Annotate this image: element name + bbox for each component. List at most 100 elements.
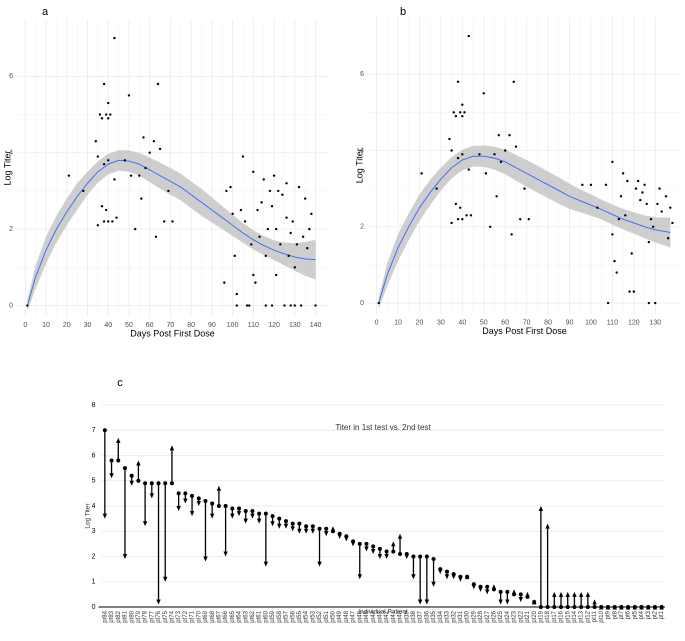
y-tick-label: 4: [9, 150, 13, 157]
x-tick-label: pt31: [458, 610, 464, 622]
smooth-line: [378, 155, 671, 304]
data-point: [289, 304, 292, 307]
second-test-arrowhead: [411, 574, 416, 580]
first-test-dot: [223, 504, 228, 508]
data-point: [140, 197, 143, 200]
second-test-arrowhead: [324, 531, 329, 537]
data-point: [611, 233, 614, 236]
first-test-dot: [203, 498, 208, 503]
x-tick-label: 50: [480, 319, 488, 326]
x-tick-label: 60: [501, 319, 509, 326]
x-tick-label: pt26: [492, 610, 498, 622]
x-tick-label: pt57: [284, 610, 290, 622]
x-tick-label: 100: [585, 319, 597, 326]
second-test-arrowhead: [142, 521, 148, 527]
x-tick-label: pt67: [216, 610, 222, 622]
second-test-arrowhead: [344, 536, 349, 542]
first-test-dot: [444, 569, 449, 574]
data-point: [643, 183, 646, 187]
second-test-arrowhead: [330, 526, 336, 532]
x-tick-label: pt37: [418, 610, 424, 622]
first-test-dot: [163, 481, 168, 486]
second-test-arrowhead: [511, 589, 517, 595]
data-point: [287, 254, 290, 258]
second-test-arrowhead: [464, 574, 470, 580]
x-tick-label: pt42: [384, 610, 390, 622]
y-tick-label: 2: [92, 553, 96, 560]
second-test-arrowhead: [397, 533, 403, 539]
first-test-dot: [243, 509, 248, 514]
x-tick-label: pt33: [445, 610, 451, 622]
first-test-dot: [257, 511, 262, 516]
y-tick-label: 6: [360, 71, 364, 78]
data-point: [647, 240, 651, 244]
first-test-dot: [169, 481, 174, 486]
x-tick-label: pt64: [237, 610, 243, 622]
data-point: [250, 243, 253, 246]
data-point: [435, 187, 438, 190]
y-tick-label: 5: [92, 478, 96, 485]
first-test-dot: [116, 458, 121, 463]
data-point: [613, 259, 616, 263]
x-tick-label: pt11: [592, 610, 598, 622]
data-point: [96, 224, 100, 227]
x-tick-label: pt84: [102, 610, 108, 622]
x-tick-label: 120: [628, 319, 640, 326]
data-point: [133, 227, 137, 231]
data-point: [301, 235, 305, 238]
first-test-dot: [136, 478, 141, 483]
y-tick-label: 0: [92, 604, 96, 611]
first-test-dot: [183, 491, 188, 496]
data-point: [626, 179, 629, 183]
data-point: [514, 145, 518, 148]
x-tick-label: pt7: [619, 610, 625, 619]
data-point: [102, 82, 106, 86]
data-point: [123, 159, 127, 162]
data-point: [478, 153, 481, 156]
data-point: [611, 160, 614, 164]
data-point: [671, 221, 674, 225]
first-test-dot: [364, 541, 369, 546]
second-test-arrowhead: [357, 574, 362, 580]
first-test-dot: [398, 551, 403, 556]
data-point: [645, 202, 648, 206]
first-test-dot: [565, 605, 570, 609]
data-point: [258, 235, 261, 238]
second-test-arrowhead: [444, 574, 450, 580]
second-test-arrowhead: [619, 604, 624, 610]
x-tick-label: 70: [167, 322, 175, 329]
data-point: [499, 160, 503, 164]
x-tick-label: pt50: [331, 610, 337, 622]
data-point: [82, 189, 85, 193]
data-point: [461, 217, 464, 221]
data-point: [138, 174, 141, 177]
panel-label: a: [42, 6, 49, 18]
x-tick-label: pt78: [143, 610, 149, 622]
first-test-dot: [176, 491, 181, 496]
x-tick-label: pt81: [123, 610, 129, 622]
data-point: [171, 220, 174, 223]
data-point: [461, 103, 464, 106]
second-test-arrowhead: [216, 485, 222, 491]
data-point: [67, 174, 71, 177]
x-axis-title: Individual Patient: [358, 609, 408, 616]
first-test-dot: [283, 519, 288, 524]
first-test-dot: [518, 592, 523, 597]
data-point: [632, 290, 636, 293]
second-test-arrowhead: [485, 589, 490, 595]
second-test-arrowhead: [277, 523, 282, 529]
x-tick-label: 0: [375, 319, 379, 326]
x-tick-label: 20: [416, 319, 424, 326]
y-tick-label: 8: [92, 402, 96, 409]
x-tick-label: 90: [208, 322, 216, 329]
second-test-arrowhead: [136, 460, 141, 466]
second-test-arrowhead: [183, 498, 188, 504]
x-tick-label: pt13: [579, 610, 585, 622]
first-test-dot: [304, 524, 309, 529]
data-point: [465, 214, 468, 217]
x-tick-label: pt79: [136, 610, 142, 622]
second-test-arrowhead: [223, 551, 228, 557]
first-test-dot: [143, 481, 148, 486]
first-test-dot: [505, 589, 510, 594]
data-point: [619, 195, 623, 198]
